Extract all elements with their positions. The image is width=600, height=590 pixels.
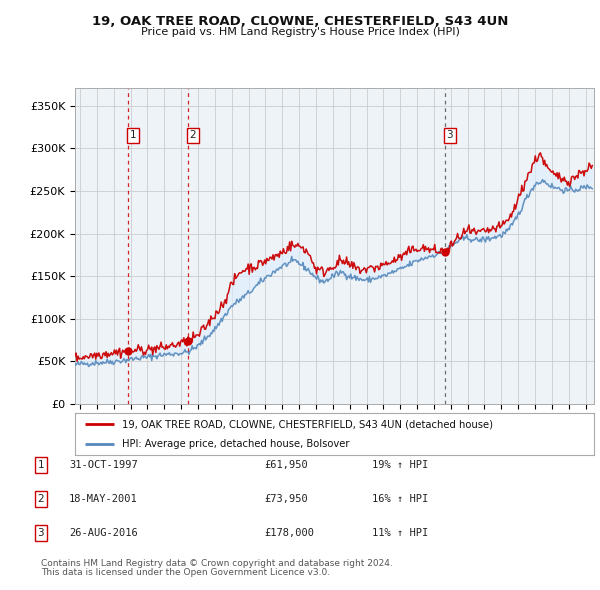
Text: 2: 2 [190, 130, 196, 140]
Text: 19% ↑ HPI: 19% ↑ HPI [372, 460, 428, 470]
Text: 3: 3 [446, 130, 453, 140]
Text: 19, OAK TREE ROAD, CLOWNE, CHESTERFIELD, S43 4UN (detached house): 19, OAK TREE ROAD, CLOWNE, CHESTERFIELD,… [122, 419, 493, 430]
Text: 16% ↑ HPI: 16% ↑ HPI [372, 494, 428, 504]
Text: £73,950: £73,950 [264, 494, 308, 504]
Text: Contains HM Land Registry data © Crown copyright and database right 2024.: Contains HM Land Registry data © Crown c… [41, 559, 392, 568]
Text: 1: 1 [37, 460, 44, 470]
Text: 18-MAY-2001: 18-MAY-2001 [69, 494, 138, 504]
Text: £61,950: £61,950 [264, 460, 308, 470]
Text: HPI: Average price, detached house, Bolsover: HPI: Average price, detached house, Bols… [122, 439, 349, 449]
Text: 31-OCT-1997: 31-OCT-1997 [69, 460, 138, 470]
Text: 19, OAK TREE ROAD, CLOWNE, CHESTERFIELD, S43 4UN: 19, OAK TREE ROAD, CLOWNE, CHESTERFIELD,… [92, 15, 508, 28]
Text: 26-AUG-2016: 26-AUG-2016 [69, 529, 138, 538]
Text: 1: 1 [130, 130, 136, 140]
Text: This data is licensed under the Open Government Licence v3.0.: This data is licensed under the Open Gov… [41, 568, 330, 577]
Text: 3: 3 [37, 529, 44, 538]
Text: 11% ↑ HPI: 11% ↑ HPI [372, 529, 428, 538]
Text: 2: 2 [37, 494, 44, 504]
Text: £178,000: £178,000 [264, 529, 314, 538]
Text: Price paid vs. HM Land Registry's House Price Index (HPI): Price paid vs. HM Land Registry's House … [140, 27, 460, 37]
